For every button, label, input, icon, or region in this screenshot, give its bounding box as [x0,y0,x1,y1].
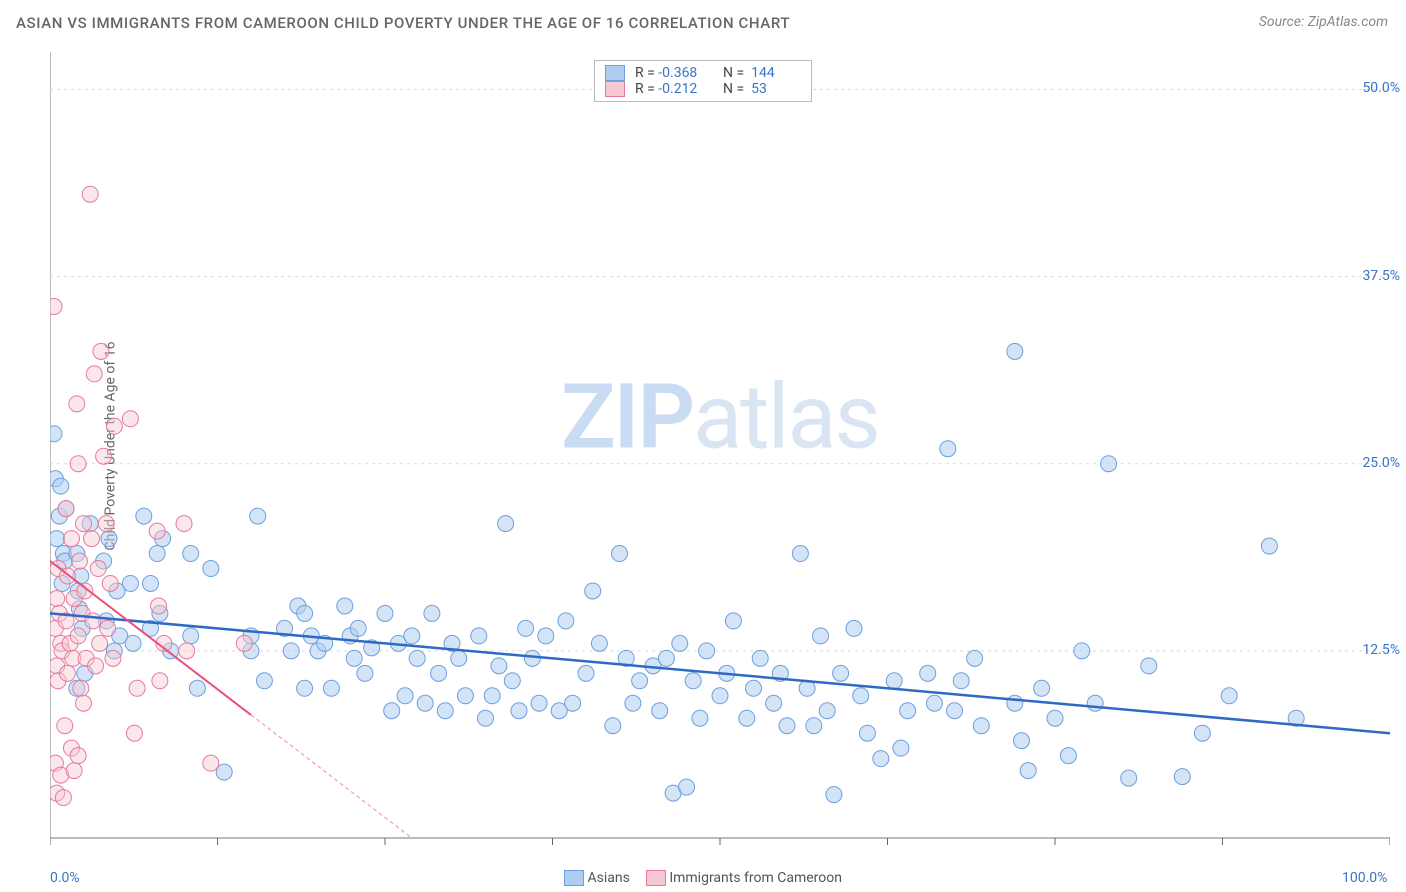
legend-r: R = -0.368 [635,65,713,81]
legend-swatch [605,65,625,81]
x-tick-label: 0.0% [50,870,80,886]
chart-title: ASIAN VS IMMIGRANTS FROM CAMEROON CHILD … [16,14,790,32]
legend-n: N = 53 [723,81,801,97]
series-legend: Asians Immigrants from Cameroon [564,870,842,886]
legend-swatch [564,870,584,886]
legend-n: N = 144 [723,65,801,81]
legend-row: R = -0.368 N = 144 [605,65,801,81]
y-tick-label: 37.5% [1362,268,1400,284]
legend-label: Asians [587,870,629,886]
plot-area: ZIPatlas [50,52,1390,862]
scatter-svg [50,52,1390,862]
legend-swatch [646,870,666,886]
legend-swatch [605,81,625,97]
y-tick-labels: 12.5% 25.0% 37.5% 50.0% [1340,52,1400,862]
y-tick-label: 12.5% [1362,642,1400,658]
legend-item: Immigrants from Cameroon [646,870,842,886]
source-attribution: Source: ZipAtlas.com [1259,14,1388,30]
legend-item: Asians [564,870,630,886]
y-tick-label: 25.0% [1362,455,1400,471]
x-tick-label: 100.0% [1342,870,1387,886]
y-tick-label: 50.0% [1362,80,1400,96]
legend-r: R = -0.212 [635,81,713,97]
stats-legend: R = -0.368 N = 144 R = -0.212 N = 53 [594,60,812,102]
legend-row: R = -0.212 N = 53 [605,81,801,97]
legend-label: Immigrants from Cameroon [669,870,842,886]
